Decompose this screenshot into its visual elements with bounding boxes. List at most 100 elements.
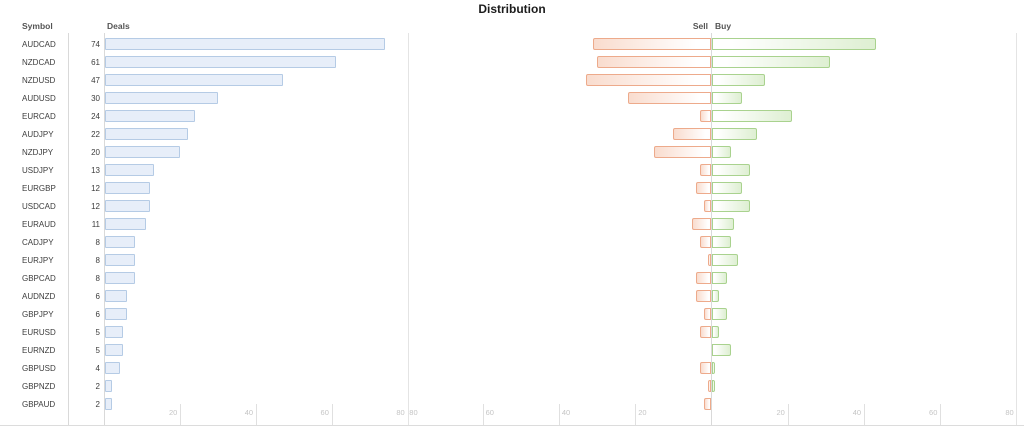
deals-bar [104,91,219,104]
deals-axis-tick [180,404,182,425]
symbol-label: GBPJPY [22,309,54,319]
sell-bar [593,37,712,50]
buy-bar [711,37,876,50]
deals-value: 8 [95,273,100,283]
axis-tick-label: 20 [776,408,785,417]
buy-bar [711,91,743,104]
axis-tick-label: 80 [396,408,405,417]
sell-bar [707,380,712,393]
deals-bar [104,199,150,212]
deals-bar [104,127,188,140]
buy-bar [711,235,731,248]
deals-bar [104,380,113,393]
deals-bar [104,253,135,266]
deals-axis-tick [331,404,333,425]
buy-bar [711,307,727,320]
deals-value: 22 [91,129,100,139]
deals-bar [104,73,283,86]
buy-bar [711,145,731,158]
axis-tick-label: 40 [244,408,254,417]
buy-bar [711,344,731,356]
buy-bar [711,73,765,86]
axis-tick-label: 60 [929,408,938,417]
deals-value: 2 [95,400,100,410]
symbol-label: NZDJPY [22,147,54,157]
deals-value: 2 [95,382,100,392]
deals-bar [104,307,128,320]
buy-bar [711,109,792,122]
sell-bar [673,127,712,140]
axis-tick-label: 60 [320,408,329,417]
buy-bar [711,289,720,302]
deals-value: 30 [91,93,100,103]
axis-tick-label: 40 [561,408,571,417]
deals-value: 4 [95,364,100,374]
symbol-label: AUDJPY [22,129,54,139]
symbol-label: USDJPY [22,165,54,175]
deals-axis-tick [256,404,258,425]
deals-value: 74 [91,39,100,49]
symbol-deals-separator-line [68,33,69,425]
deals-value: 5 [95,346,100,355]
sell-bar [700,325,712,338]
deals-bar [104,181,150,194]
sell-bar [627,91,712,104]
deals-bar [104,235,135,248]
deals-value: 61 [91,57,100,67]
buy-80-gridline [1016,33,1017,425]
deals-bar [104,55,336,68]
deals-bar [104,362,120,375]
sell-axis-tick [558,404,560,425]
axis-tick-label: 80 [409,408,418,417]
buy-bar [711,362,716,375]
sell-bar [654,145,712,158]
deals-bar [104,398,113,411]
deals-bar [104,109,196,122]
deals-value: 8 [95,255,100,265]
chart-title: Distribution [478,2,546,16]
deals-bar [104,289,128,302]
sell-bar [696,181,712,194]
buy-bar [711,163,750,176]
symbol-label: GBPUSD [22,364,56,374]
sell-bar [700,163,712,176]
symbol-label: NZDUSD [22,75,56,85]
buy-bar [711,380,716,393]
symbol-label: AUDNZD [22,291,56,301]
symbol-label: EURJPY [22,255,54,265]
symbol-label: EURCAD [22,111,56,121]
symbol-label: CADJPY [22,237,54,247]
buy-bar [711,271,727,284]
buy-bar [711,127,758,140]
deals-bar [104,37,385,50]
sell-bar [703,307,712,320]
axis-tick-label: 20 [168,408,178,417]
deals-column-header: Deals [107,21,130,31]
deals-bar [104,344,124,356]
buy-axis-tick [864,404,866,425]
bottom-axis-line [0,425,1024,426]
deals-value: 11 [91,219,100,229]
symbol-label: GBPCAD [22,273,56,283]
deals-value: 20 [91,147,100,157]
deals-value: 24 [91,111,100,121]
sell-axis-tick [482,404,484,425]
sell-bar [700,362,712,375]
sell-bar [707,253,712,266]
symbol-label: NZDCAD [22,57,56,67]
axis-tick-label: 80 [1005,408,1014,417]
sell-bar [692,217,712,230]
buy-bar [711,325,720,338]
axis-tick-label: 60 [485,408,494,417]
deals-bar [104,163,154,176]
buy-bar [711,217,735,230]
buy-axis-tick [787,404,789,425]
buy-bar [711,253,739,266]
buy-axis-tick [940,404,942,425]
sell-bar [585,73,712,86]
symbol-label: USDCAD [22,201,56,211]
sell-bar [700,109,712,122]
deals-value: 47 [91,75,100,85]
deals-bar [104,325,124,338]
symbol-label: GBPNZD [22,382,56,392]
